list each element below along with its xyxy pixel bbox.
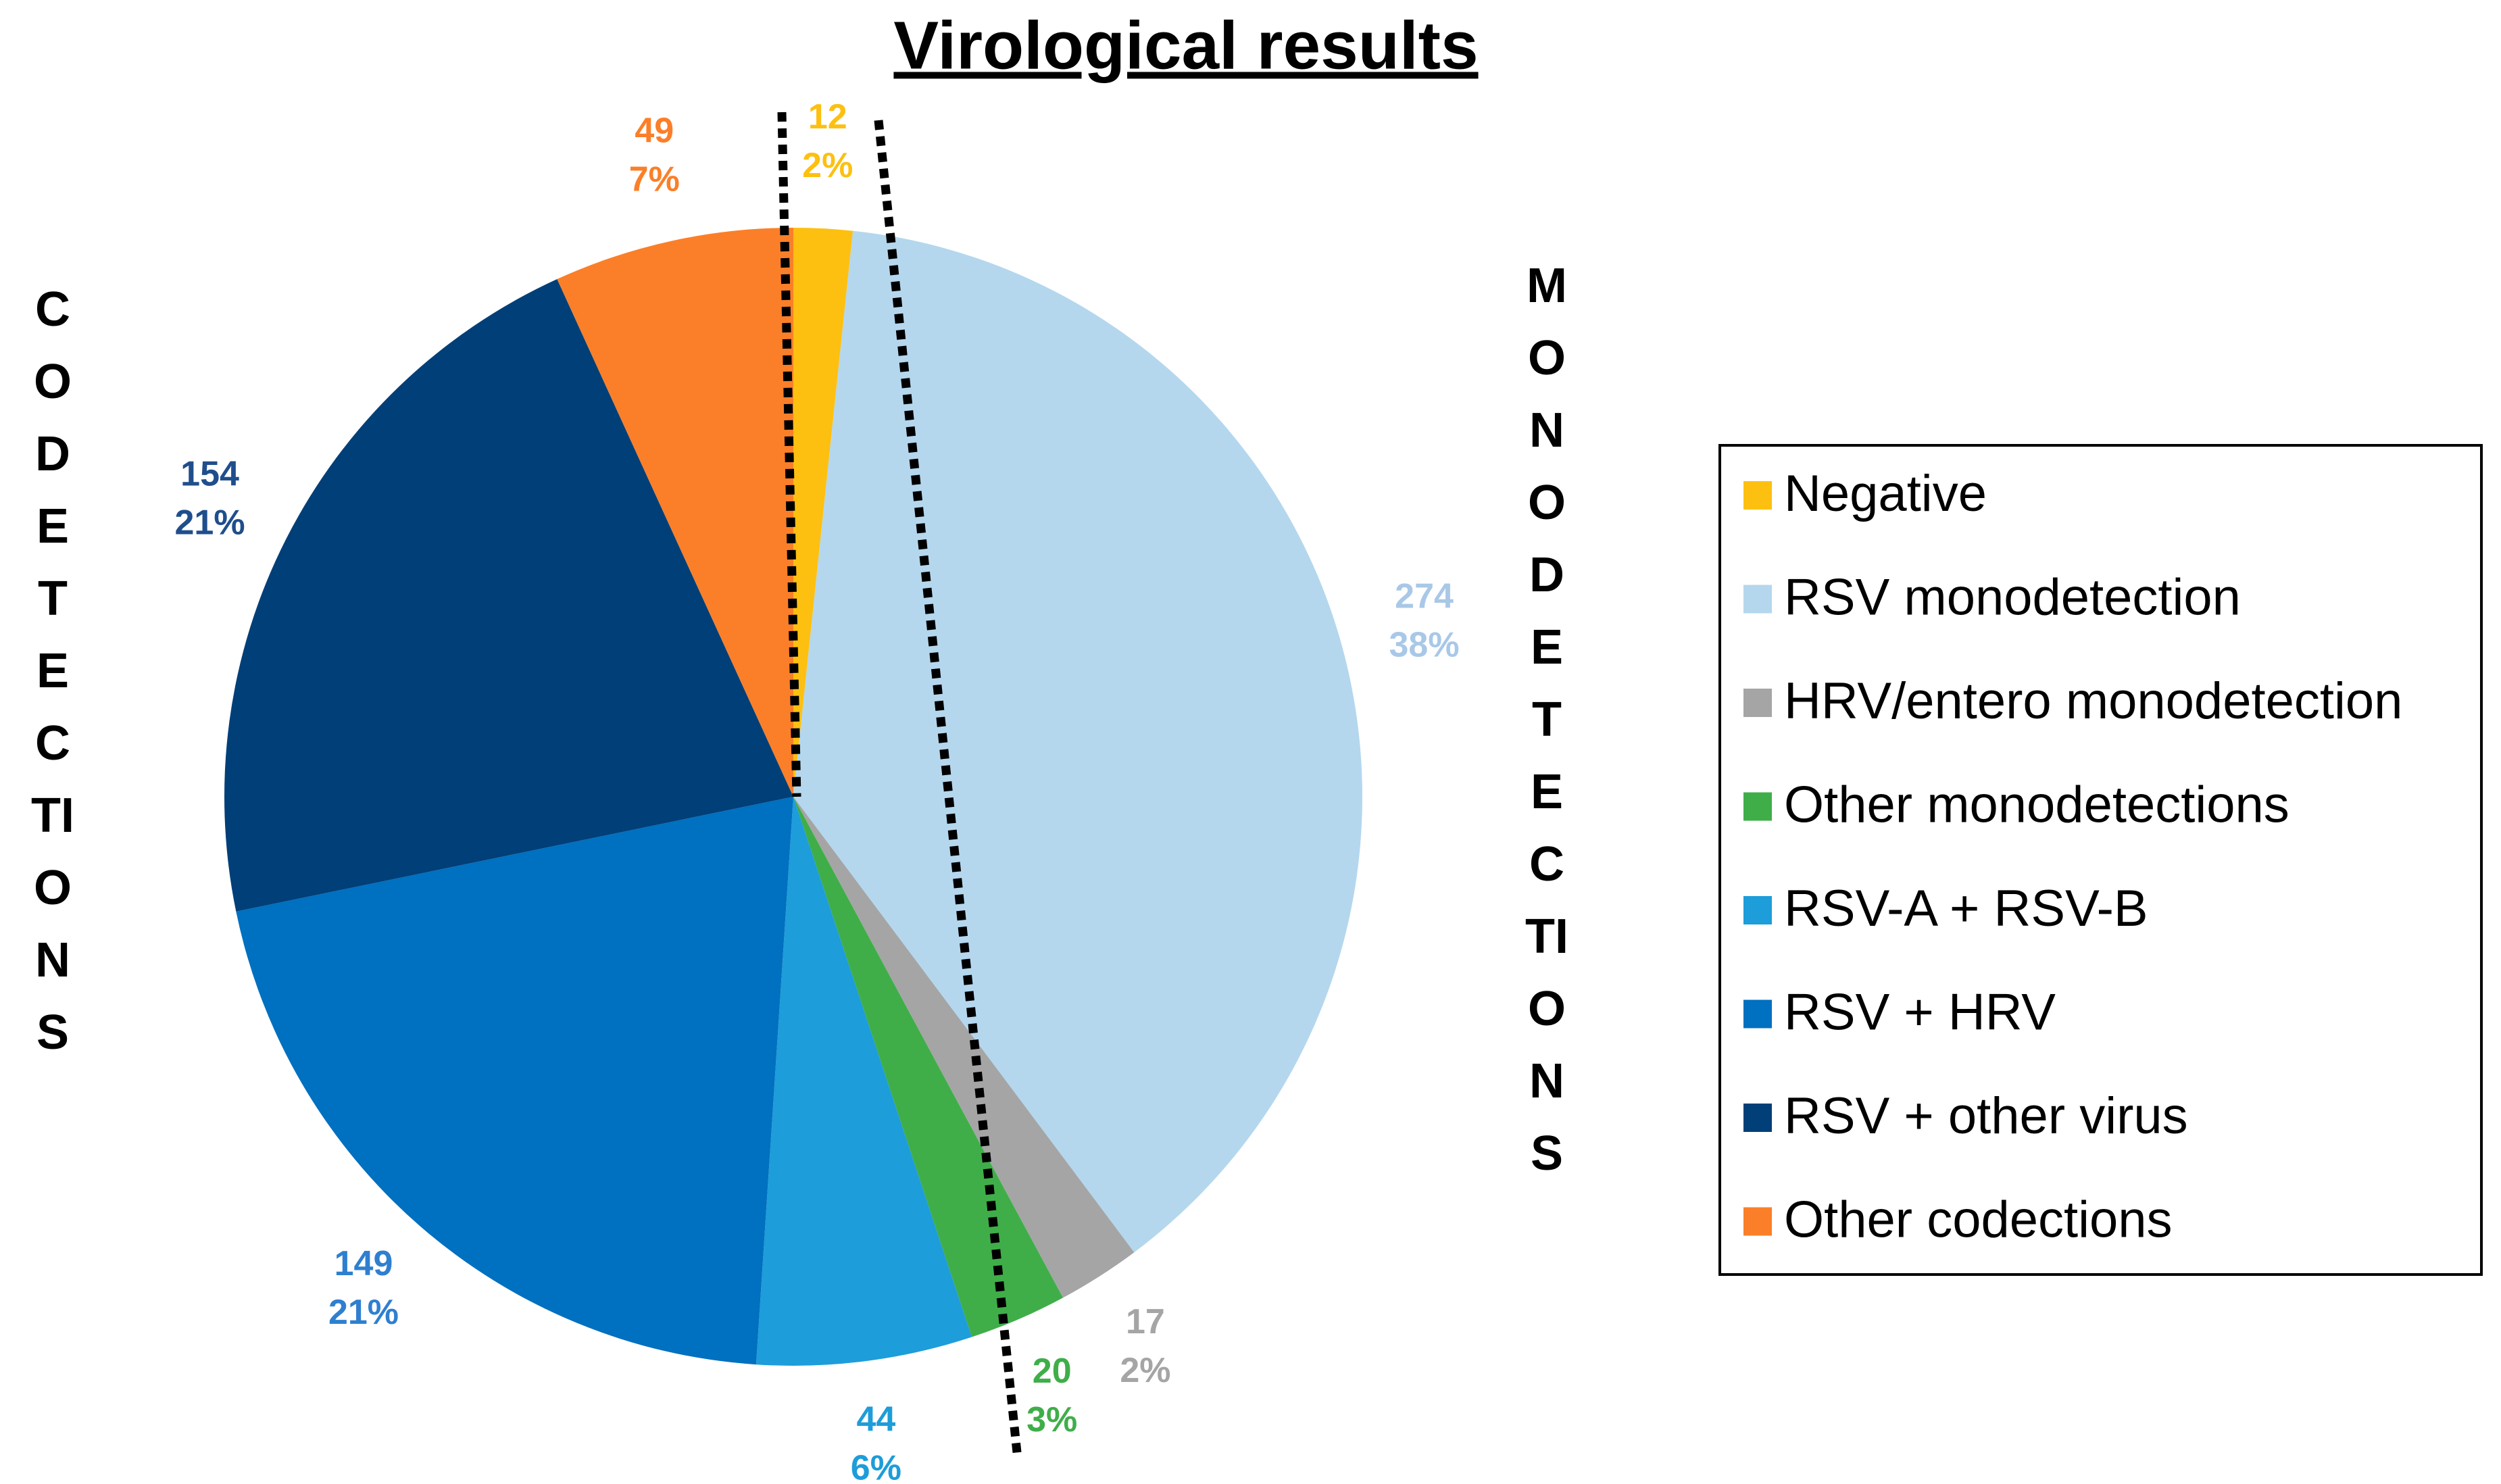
legend-swatch — [1743, 1104, 1772, 1132]
pie-slice — [793, 797, 1064, 1337]
side-label: CODETECTIONS — [31, 282, 74, 1060]
percent-label: 7% — [629, 160, 680, 199]
legend-label: Negative — [1784, 465, 1987, 522]
data-label: 17 — [1126, 1302, 1165, 1341]
pie-slice — [557, 228, 793, 797]
percent-label: 38% — [1389, 626, 1460, 665]
legend-label: Other codections — [1784, 1191, 2173, 1249]
legend-swatch — [1743, 689, 1772, 717]
chart-title: Virological results — [893, 7, 1478, 83]
legend-swatch — [1743, 792, 1772, 821]
percent-label: 2% — [1120, 1351, 1170, 1390]
pie-slice — [793, 230, 1362, 1253]
divider-line — [874, 120, 1022, 1460]
side-label: MONODETECTIONS — [1525, 259, 1568, 1181]
pie — [224, 228, 1362, 1366]
legend-label: RSV monodetection — [1784, 569, 2241, 626]
legend-swatch — [1743, 1207, 1772, 1236]
data-label: 12 — [808, 97, 847, 137]
legend-label: HRV/entero monodetection — [1784, 672, 2402, 730]
divider-line — [777, 112, 801, 797]
pie-slice — [793, 797, 1135, 1298]
legend-swatch — [1743, 999, 1772, 1029]
legend-label: RSV + HRV — [1784, 984, 2056, 1041]
legend-swatch — [1743, 481, 1772, 510]
percent-label: 3% — [1026, 1400, 1077, 1439]
percent-label: 21% — [175, 503, 245, 542]
data-label: 44 — [856, 1400, 895, 1439]
legend-box — [1718, 444, 2483, 1276]
legend-label: Other monodetections — [1784, 776, 2289, 834]
data-label: 154 — [180, 454, 239, 493]
pie-slice — [793, 228, 853, 797]
pie-slice — [224, 279, 794, 912]
data-label: 274 — [1395, 577, 1454, 616]
legend-swatch — [1743, 585, 1772, 614]
percent-label: 21% — [328, 1293, 399, 1332]
legend-swatch — [1743, 896, 1772, 924]
data-label: 149 — [335, 1244, 393, 1283]
data-label: 20 — [1033, 1352, 1072, 1391]
legend-label: RSV-A + RSV-B — [1784, 880, 2148, 937]
pie-slice — [236, 797, 793, 1365]
percent-label: 2% — [802, 146, 853, 185]
pie-slice — [756, 797, 972, 1366]
data-label: 49 — [635, 112, 674, 151]
legend-label: RSV + other virus — [1784, 1087, 2188, 1145]
percent-label: 6% — [851, 1448, 901, 1484]
